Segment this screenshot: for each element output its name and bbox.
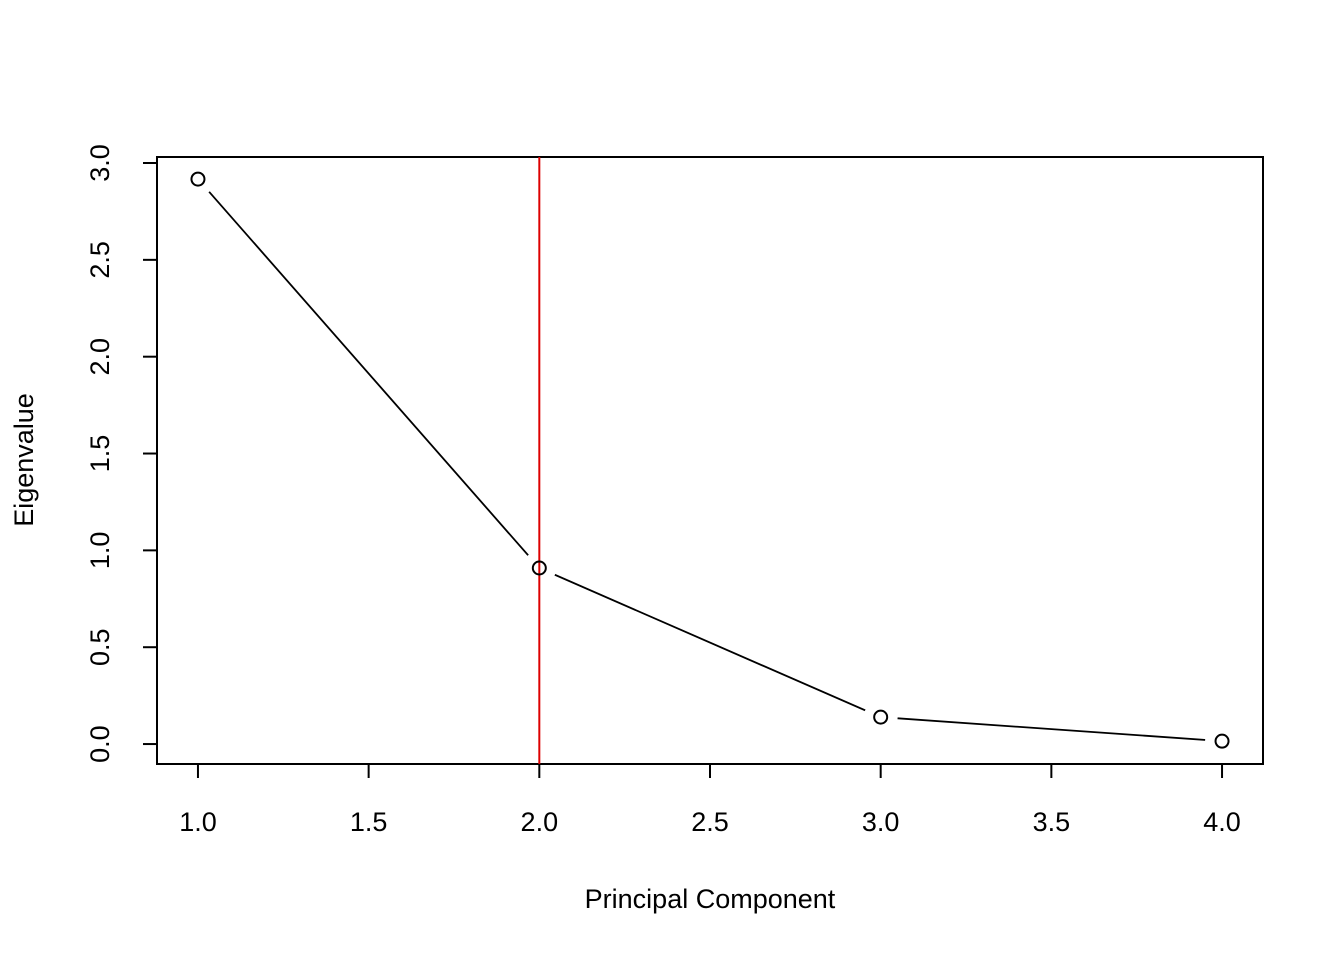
y-tick-label: 2.0 xyxy=(85,338,115,376)
point-gap xyxy=(180,162,215,197)
x-tick-label: 3.5 xyxy=(1033,807,1071,837)
y-tick-label: 1.0 xyxy=(85,532,115,570)
y-tick-label: 0.0 xyxy=(85,725,115,763)
point xyxy=(873,709,889,725)
x-tick-label: 3.0 xyxy=(862,807,900,837)
x-tick-label: 2.0 xyxy=(521,807,559,837)
point-gap xyxy=(863,700,898,735)
x-tick-label: 2.5 xyxy=(691,807,729,837)
point xyxy=(531,560,547,576)
y-tick-label: 0.5 xyxy=(85,628,115,666)
y-tick-label: 1.5 xyxy=(85,435,115,473)
series-line xyxy=(197,178,1223,743)
y-tick-label: 2.5 xyxy=(85,241,115,279)
plot-frame xyxy=(156,156,1264,765)
x-tick-label: 1.0 xyxy=(179,807,217,837)
y-axis-label: Eigenvalue xyxy=(9,393,39,527)
y-tick-label: 3.0 xyxy=(85,144,115,182)
x-tick-label: 4.0 xyxy=(1203,807,1241,837)
point xyxy=(190,171,206,187)
x-tick-label: 1.5 xyxy=(350,807,388,837)
point-gap xyxy=(1205,724,1240,759)
point xyxy=(1214,733,1230,749)
x-axis-label: Principal Component xyxy=(585,884,836,914)
